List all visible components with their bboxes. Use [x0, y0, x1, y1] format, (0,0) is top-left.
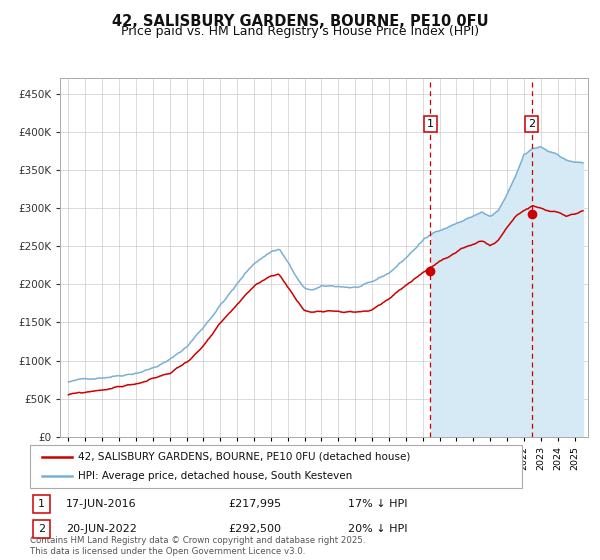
Text: 20-JUN-2022: 20-JUN-2022 [66, 524, 137, 534]
Text: Price paid vs. HM Land Registry's House Price Index (HPI): Price paid vs. HM Land Registry's House … [121, 25, 479, 38]
Text: 1: 1 [38, 499, 45, 509]
Text: 42, SALISBURY GARDENS, BOURNE, PE10 0FU: 42, SALISBURY GARDENS, BOURNE, PE10 0FU [112, 14, 488, 29]
Text: 17% ↓ HPI: 17% ↓ HPI [348, 499, 407, 509]
Text: 2: 2 [38, 524, 45, 534]
Text: £292,500: £292,500 [228, 524, 281, 534]
Text: 2: 2 [528, 119, 535, 129]
Text: £217,995: £217,995 [228, 499, 281, 509]
Text: HPI: Average price, detached house, South Kesteven: HPI: Average price, detached house, Sout… [78, 471, 352, 481]
Text: 1: 1 [427, 119, 434, 129]
Text: 42, SALISBURY GARDENS, BOURNE, PE10 0FU (detached house): 42, SALISBURY GARDENS, BOURNE, PE10 0FU … [78, 452, 410, 462]
Text: Contains HM Land Registry data © Crown copyright and database right 2025.
This d: Contains HM Land Registry data © Crown c… [30, 536, 365, 556]
Text: 20% ↓ HPI: 20% ↓ HPI [348, 524, 407, 534]
Text: 17-JUN-2016: 17-JUN-2016 [66, 499, 137, 509]
